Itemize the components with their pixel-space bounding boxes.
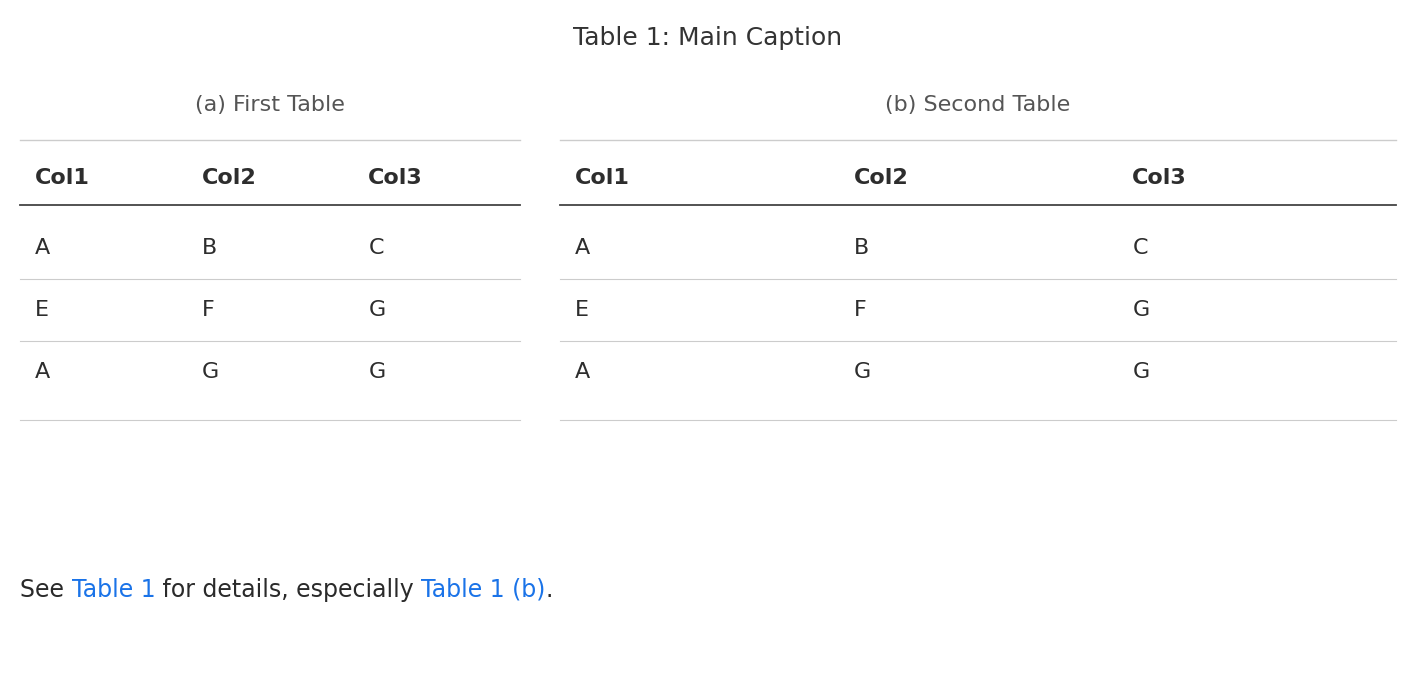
Text: Col3: Col3 — [368, 168, 423, 188]
Text: C: C — [368, 238, 384, 258]
Text: G: G — [201, 362, 219, 382]
Text: G: G — [854, 362, 871, 382]
Text: F: F — [201, 300, 214, 320]
Text: E: E — [35, 300, 50, 320]
Text: Table 1: Table 1 — [71, 578, 156, 602]
Text: for details, especially: for details, especially — [156, 578, 422, 602]
Text: A: A — [575, 362, 590, 382]
Text: See: See — [20, 578, 71, 602]
Text: C: C — [1133, 238, 1148, 258]
Text: B: B — [201, 238, 217, 258]
Text: Col2: Col2 — [201, 168, 256, 188]
Text: .: . — [545, 578, 554, 602]
Text: Col1: Col1 — [35, 168, 89, 188]
Text: (b) Second Table: (b) Second Table — [885, 95, 1070, 115]
Text: A: A — [575, 238, 590, 258]
Text: A: A — [35, 362, 50, 382]
Text: Col3: Col3 — [1133, 168, 1187, 188]
Text: (a) First Table: (a) First Table — [195, 95, 346, 115]
Text: G: G — [1133, 362, 1150, 382]
Text: F: F — [854, 300, 867, 320]
Text: A: A — [35, 238, 50, 258]
Text: Table 1 (b): Table 1 (b) — [422, 578, 545, 602]
Text: Col1: Col1 — [575, 168, 630, 188]
Text: Table 1: Main Caption: Table 1: Main Caption — [573, 26, 843, 50]
Text: E: E — [575, 300, 589, 320]
Text: G: G — [368, 300, 385, 320]
Text: B: B — [854, 238, 869, 258]
Text: Col2: Col2 — [854, 168, 909, 188]
Text: G: G — [1133, 300, 1150, 320]
Text: G: G — [368, 362, 385, 382]
